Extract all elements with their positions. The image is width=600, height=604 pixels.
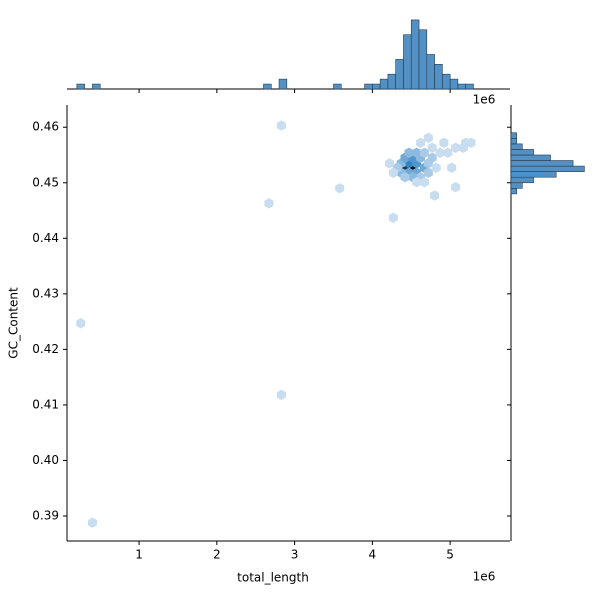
hex-cell [431,162,441,173]
right-hist-bar [510,132,517,139]
hex-cell [276,389,286,401]
x-tick-label: 1 [135,548,143,562]
x-tick-label: 4 [369,548,377,562]
right-hist-bar [510,149,534,156]
hex-cell [419,147,429,158]
top-hist-bar [372,83,381,90]
right-hist-bar [510,188,517,195]
hex-cell [423,132,433,143]
hex-cell [430,190,440,201]
right-hist-bar [510,160,574,167]
top-hist-bar [403,34,412,90]
top-x-offset: 1e6 [473,93,496,107]
x-tick-label: 5 [446,548,454,562]
right-hist-bar [510,143,523,150]
hex-cell [76,318,86,329]
y-tick-label: 0.44 [32,231,59,245]
y-tick-label: 0.46 [32,120,59,134]
hex-cell [423,167,433,178]
hex-cell [264,198,274,209]
top-hist-bar [364,83,373,90]
hex-cell [412,177,422,188]
top-hist-bar [442,73,451,90]
right-hist-bar [510,182,523,189]
hex-cell [435,147,445,158]
right-hist-bar [510,154,551,161]
hex-cell [423,158,433,169]
top-hist-bar [387,73,396,90]
hex-cell [461,137,471,148]
top-hist-bar [465,83,474,90]
x-axis-label: total_length [237,571,309,585]
hex-cell [443,147,453,158]
y-tick-label: 0.41 [32,397,59,411]
top-hist-bar [379,78,389,90]
y-tick-label: 0.40 [32,453,59,467]
hex-cell [439,137,449,148]
right-hist-bar [510,138,517,145]
hex-cell [87,517,97,528]
hex-cell [404,147,414,158]
hex-cell [400,172,410,183]
hex-cell [388,167,398,178]
y-tick-label: 0.43 [32,286,59,300]
top-hist-bar [76,83,85,90]
right-hist-bar [510,165,585,172]
hex-cell [447,162,457,173]
top-hist-bar [434,64,443,90]
y-tick-label: 0.45 [32,175,59,189]
right-hist-bar [510,171,557,178]
hex-cell [412,147,422,158]
y-tick-label: 0.42 [32,342,59,356]
top-hist-bar [449,78,459,90]
hex-cell [384,158,394,169]
top-hist-bar [333,83,342,90]
hex-cell [427,142,437,153]
hex-cell [335,183,345,194]
top-hist-bar [418,29,428,90]
top-hist-bar [263,83,272,90]
hex-cell [451,142,461,153]
top-hist-bar [92,83,101,90]
top-hist-bar [278,78,288,90]
hex-cell [276,120,286,131]
hex-cell [419,177,429,188]
x-tick-label: 3 [291,548,299,562]
y-tick-label: 0.39 [32,509,59,523]
top-hist-bar [395,59,404,90]
right-hist-bar [510,176,534,184]
x-offset: 1e6 [473,570,496,584]
y-axis-label: GC_Content [7,287,21,359]
hex-cell [451,182,461,193]
x-tick-label: 2 [213,548,221,562]
hex-cell [388,212,398,223]
hex-cell [416,137,426,148]
top-hist-bar [426,54,435,90]
top-hist-bar [457,83,466,90]
top-hist-bar [410,19,420,90]
